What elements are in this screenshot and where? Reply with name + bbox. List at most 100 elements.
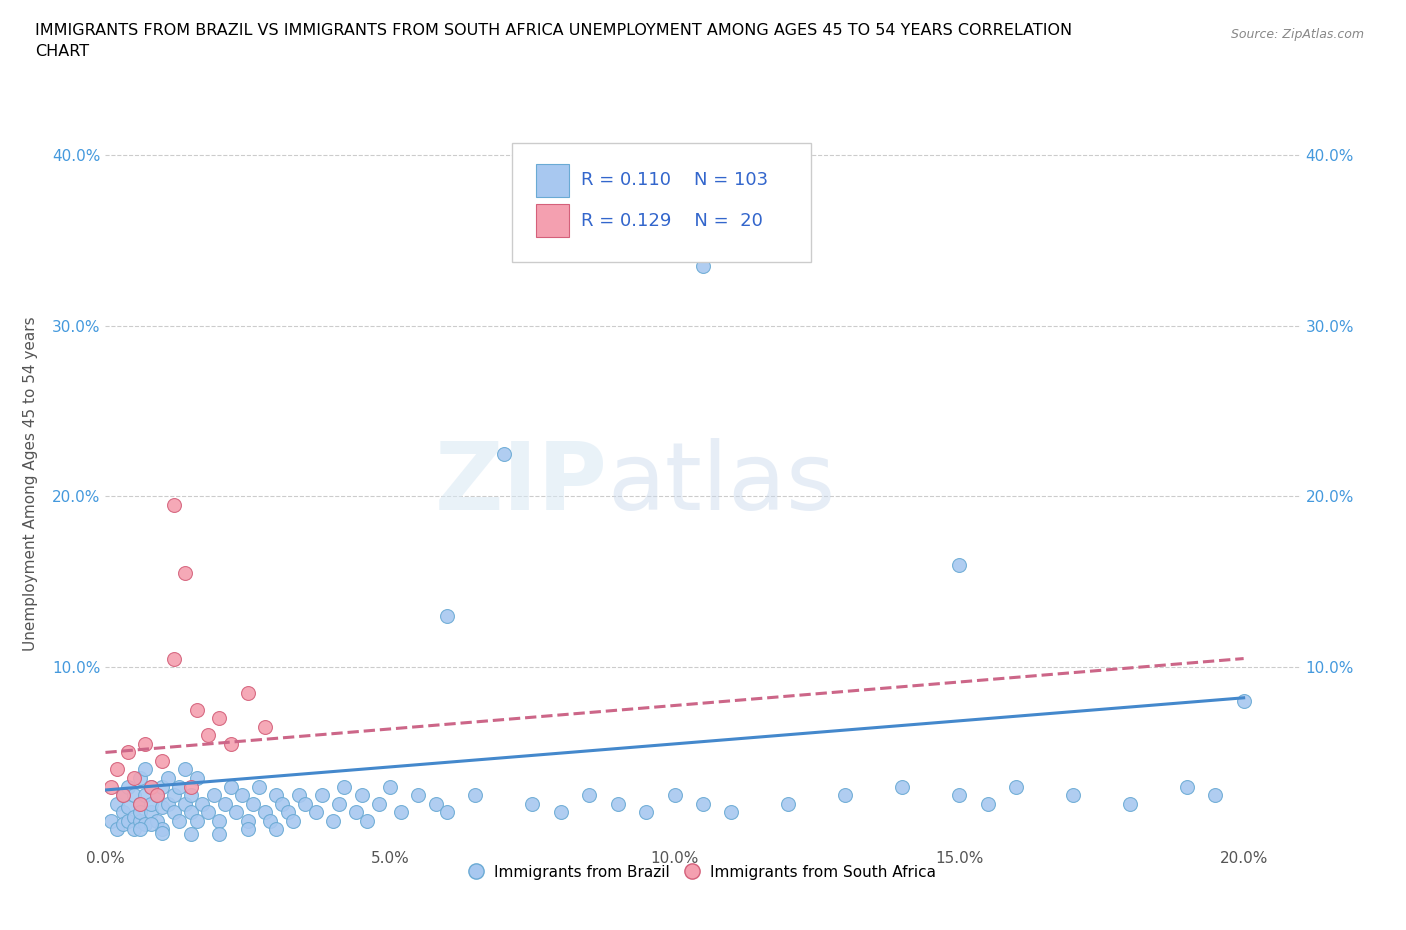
- Point: [208, 813, 231, 828]
- Text: ZIP: ZIP: [434, 438, 607, 529]
- Point: [1204, 788, 1226, 803]
- Point: [197, 804, 219, 819]
- Point: [253, 804, 276, 819]
- Point: [186, 813, 208, 828]
- Point: [259, 813, 281, 828]
- Point: [264, 788, 287, 803]
- Point: [139, 817, 162, 831]
- Point: [117, 813, 139, 828]
- Point: [231, 788, 253, 803]
- Point: [111, 817, 134, 831]
- Point: [117, 745, 139, 760]
- Point: [219, 737, 242, 751]
- Point: [333, 779, 356, 794]
- Point: [436, 608, 458, 623]
- Point: [208, 827, 231, 842]
- Point: [145, 788, 167, 803]
- Point: [692, 796, 714, 811]
- Point: [378, 779, 401, 794]
- Point: [139, 796, 162, 811]
- Point: [606, 796, 628, 811]
- Text: Source: ZipAtlas.com: Source: ZipAtlas.com: [1230, 28, 1364, 41]
- Point: [128, 796, 150, 811]
- Point: [111, 788, 134, 803]
- Point: [356, 813, 378, 828]
- Point: [778, 796, 800, 811]
- Point: [253, 720, 276, 735]
- Point: [492, 446, 515, 461]
- Point: [277, 804, 299, 819]
- Point: [157, 796, 180, 811]
- Point: [311, 788, 333, 803]
- Point: [139, 779, 162, 794]
- Point: [976, 796, 998, 811]
- FancyBboxPatch shape: [512, 142, 810, 262]
- Point: [214, 796, 236, 811]
- Point: [180, 788, 202, 803]
- Point: [180, 804, 202, 819]
- Point: [122, 788, 145, 803]
- Point: [1062, 788, 1084, 803]
- Point: [270, 796, 292, 811]
- Point: [180, 779, 202, 794]
- Point: [174, 796, 197, 811]
- Point: [134, 788, 156, 803]
- Point: [1233, 694, 1256, 709]
- Point: [464, 788, 486, 803]
- Point: [1119, 796, 1142, 811]
- Point: [105, 822, 128, 837]
- Point: [236, 813, 259, 828]
- Point: [174, 565, 197, 580]
- FancyBboxPatch shape: [536, 165, 569, 197]
- Point: [834, 788, 856, 803]
- Point: [425, 796, 447, 811]
- Point: [128, 813, 150, 828]
- Point: [163, 498, 186, 512]
- Point: [186, 702, 208, 717]
- Point: [150, 825, 173, 840]
- Point: [145, 813, 167, 828]
- Point: [247, 779, 270, 794]
- Point: [283, 813, 305, 828]
- Point: [344, 804, 367, 819]
- Point: [117, 779, 139, 794]
- Point: [128, 822, 150, 837]
- Text: IMMIGRANTS FROM BRAZIL VS IMMIGRANTS FROM SOUTH AFRICA UNEMPLOYMENT AMONG AGES 4: IMMIGRANTS FROM BRAZIL VS IMMIGRANTS FRO…: [35, 23, 1073, 60]
- Point: [169, 779, 191, 794]
- Point: [163, 651, 186, 666]
- Point: [122, 771, 145, 786]
- Text: R = 0.129    N =  20: R = 0.129 N = 20: [581, 212, 763, 230]
- Point: [550, 804, 572, 819]
- Point: [139, 804, 162, 819]
- Point: [180, 827, 202, 842]
- Point: [219, 779, 242, 794]
- Point: [134, 762, 156, 777]
- Point: [128, 796, 150, 811]
- Text: atlas: atlas: [607, 438, 835, 529]
- Point: [111, 804, 134, 819]
- Point: [389, 804, 412, 819]
- Point: [664, 788, 686, 803]
- Point: [134, 737, 156, 751]
- Point: [948, 788, 970, 803]
- Point: [948, 557, 970, 572]
- Text: R = 0.110    N = 103: R = 0.110 N = 103: [581, 171, 768, 190]
- Point: [264, 822, 287, 837]
- Point: [111, 788, 134, 803]
- Point: [128, 804, 150, 819]
- Point: [145, 788, 167, 803]
- Point: [636, 804, 658, 819]
- Point: [202, 788, 225, 803]
- Y-axis label: Unemployment Among Ages 45 to 54 years: Unemployment Among Ages 45 to 54 years: [24, 316, 38, 651]
- Point: [117, 800, 139, 815]
- Point: [105, 796, 128, 811]
- Point: [122, 822, 145, 837]
- Point: [436, 804, 458, 819]
- Point: [522, 796, 544, 811]
- Point: [408, 788, 430, 803]
- Point: [186, 771, 208, 786]
- Point: [150, 753, 173, 768]
- Point: [174, 762, 197, 777]
- Point: [350, 788, 373, 803]
- Point: [720, 804, 742, 819]
